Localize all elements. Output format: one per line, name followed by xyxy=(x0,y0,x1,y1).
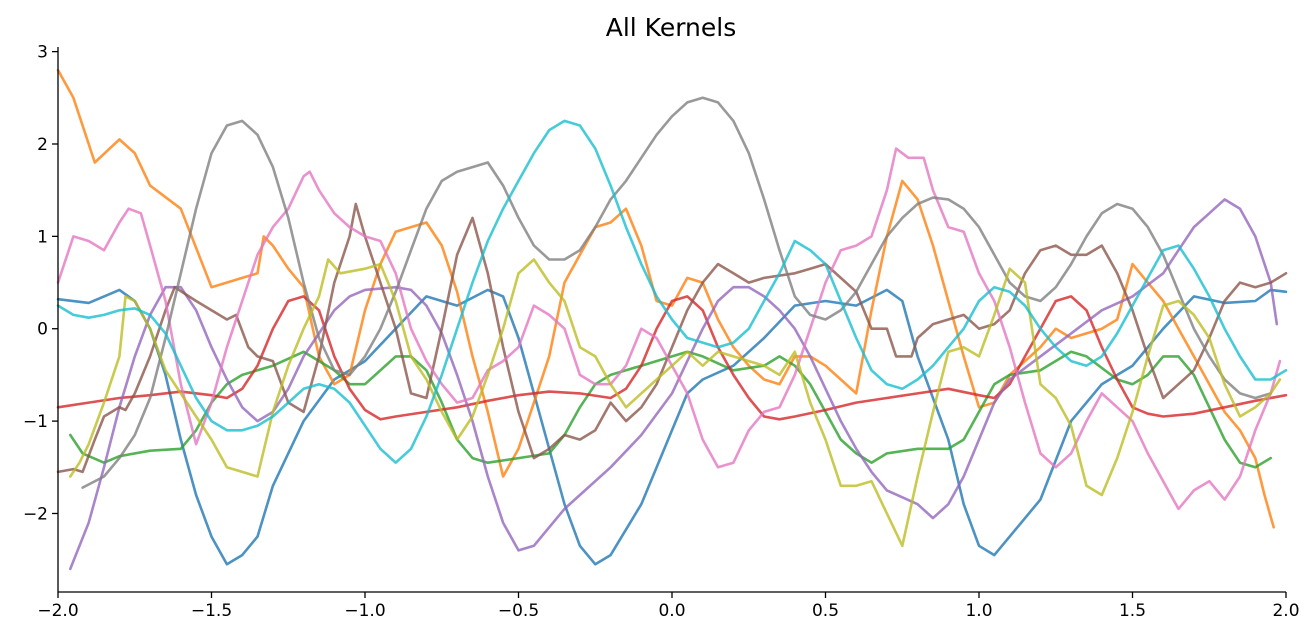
x-tick-label: −1.0 xyxy=(344,601,385,621)
series-line-6 xyxy=(56,202,1288,474)
x-tick-label: 0.0 xyxy=(658,601,685,621)
x-tick-label: 1.5 xyxy=(1119,601,1146,621)
x-tick-label: −0.5 xyxy=(498,601,539,621)
series-line-5 xyxy=(69,198,1279,571)
series-line-10 xyxy=(56,119,1288,465)
y-tick-label: −1 xyxy=(23,412,48,432)
series-line-1 xyxy=(56,288,1288,566)
series-line-9 xyxy=(69,258,1282,548)
x-tick-label: −1.5 xyxy=(191,601,232,621)
series-line-2 xyxy=(56,68,1275,529)
y-tick-label: 2 xyxy=(37,135,48,155)
series-line-8 xyxy=(81,96,1272,489)
series-line-3 xyxy=(69,350,1272,469)
x-tick-label: 1.0 xyxy=(965,601,992,621)
x-tick-label: 2.0 xyxy=(1272,601,1299,621)
y-tick-label: −2 xyxy=(23,504,48,524)
y-tick-label: 0 xyxy=(37,320,48,340)
chart-title: All Kernels xyxy=(606,13,737,42)
y-tick-label: 3 xyxy=(37,43,48,63)
x-tick-label: 0.5 xyxy=(812,601,839,621)
x-axis-ticks: −2.0 −1.5 −1.0 −0.5 0.0 0.5 1.0 1.5 2.0 xyxy=(37,592,1300,621)
y-tick-label: 1 xyxy=(37,227,48,247)
series-line-7 xyxy=(56,147,1282,511)
series-layer xyxy=(56,68,1288,571)
x-tick-label: −2.0 xyxy=(37,601,78,621)
y-axis-ticks: −2 −1 0 1 2 3 xyxy=(23,43,58,524)
series-line-4 xyxy=(56,295,1288,421)
